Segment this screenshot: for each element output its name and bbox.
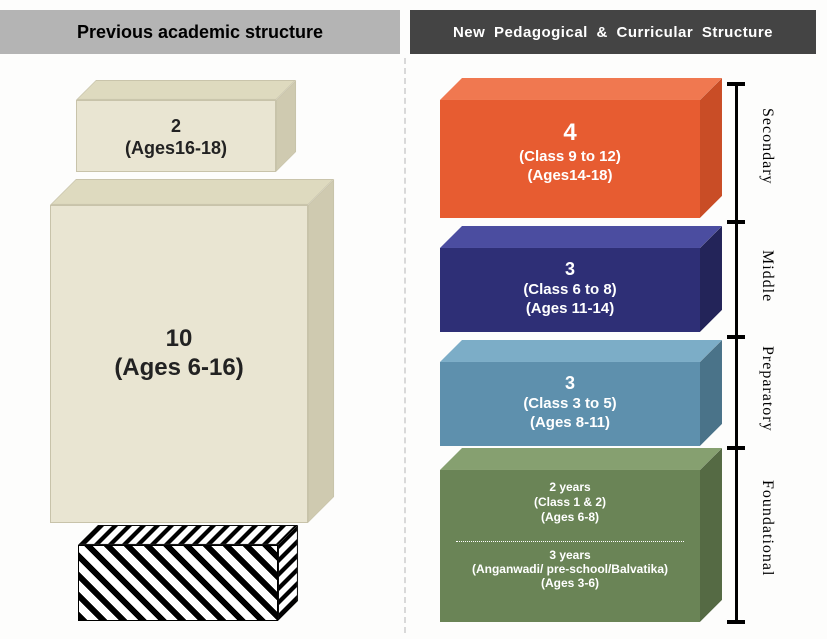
foundational-lower-class: (Anganwadi/ pre-school/Balvatika) [440,563,700,576]
prev-upper-number: 2 [171,116,181,136]
secondary-ages: (Ages14-18) [440,167,700,186]
prev-main-ages: (Ages 6-16) [114,354,243,381]
foundational-upper-label: 2 years (Class 1 & 2) (Ages 6-8) [440,480,700,525]
preparatory-number: 3 [565,373,575,393]
tick-bottom [727,620,745,624]
prev-upper-ages: (Ages16-18) [125,138,227,158]
label-foundational: Foundational [758,480,776,576]
foundational-lower-ages: (Ages 3-6) [440,576,700,591]
tick-top [727,82,745,86]
foundational-upper-years: 2 years [440,480,700,495]
tick-mid-prep [727,335,745,339]
header-new-structure: New Pedagogical & Curricular Structure [410,10,816,54]
prev-main-number: 10 [166,325,193,352]
preparatory-class: (Class 3 to 5) [440,395,700,414]
new-block-middle-label: 3 (Class 6 to 8) (Ages 11-14) [440,258,700,319]
tick-prep-found [727,446,745,450]
middle-ages: (Ages 11-14) [440,300,700,319]
preparatory-ages: (Ages 8-11) [440,414,700,433]
foundational-divider [456,541,684,542]
label-middle: Middle [758,250,776,302]
secondary-number: 4 [563,119,576,146]
middle-number: 3 [565,259,575,279]
tick-sec-mid [727,220,745,224]
new-block-preparatory-label: 3 (Class 3 to 5) (Ages 8-11) [440,372,700,433]
secondary-class: (Class 9 to 12) [440,148,700,167]
foundational-lower-years: 3 years [440,548,700,563]
foundational-upper-ages: (Ages 6-8) [440,510,700,525]
label-secondary: Secondary [758,108,776,185]
new-block-secondary-label: 4 (Class 9 to 12) (Ages14-18) [440,118,700,186]
center-divider [404,58,406,633]
label-preparatory: Preparatory [758,346,776,432]
foundational-lower-label: 3 years (Anganwadi/ pre-school/Balvatika… [440,548,700,591]
prev-block-main-label: 10 (Ages 6-16) [50,325,308,383]
prev-block-upper-label: 2 (Ages16-18) [76,116,276,159]
middle-class: (Class 6 to 8) [440,281,700,300]
foundational-upper-class: (Class 1 & 2) [440,495,700,510]
header-previous-structure: Previous academic structure [0,10,400,54]
stage-axis [735,82,738,622]
